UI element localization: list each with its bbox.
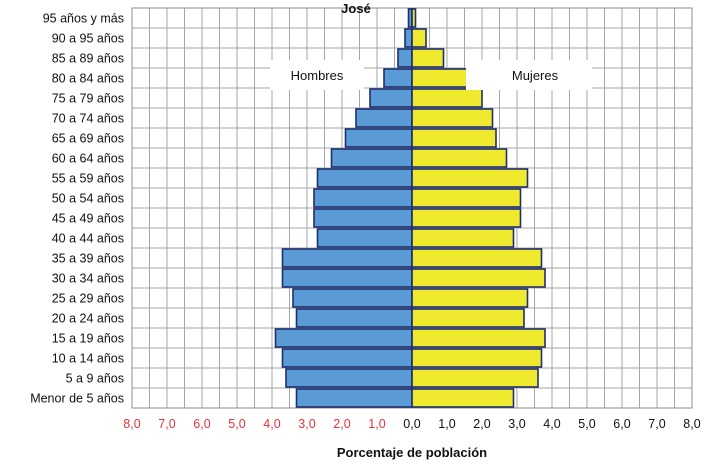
age-label-menor-de-5-anos: Menor de 5 años xyxy=(30,392,124,406)
bar-hombres-5-a-9-anos xyxy=(285,368,413,388)
x-tick-label: 7,0 xyxy=(648,417,665,431)
bar-hombres-50-a-54-anos xyxy=(313,188,413,208)
age-label-25-a-29-anos: 25 a 29 años xyxy=(52,292,124,306)
x-tick-label: 4,0 xyxy=(543,417,560,431)
bar-hombres-70-a-74-anos xyxy=(355,108,413,128)
age-label-5-a-9-anos: 5 a 9 años xyxy=(66,372,124,386)
bar-hombres-menor-de-5-anos xyxy=(295,388,413,408)
bar-mujeres-15-a-19-anos xyxy=(411,328,546,348)
bar-mujeres-45-a-49-anos xyxy=(411,208,522,228)
x-tick-label: 6,0 xyxy=(193,417,210,431)
x-tick-label: 7,0 xyxy=(158,417,175,431)
bar-mujeres-90-a-95-anos xyxy=(411,28,427,48)
x-tick-label: 5,0 xyxy=(578,417,595,431)
bar-mujeres-85-a-89-anos xyxy=(411,48,445,68)
bar-mujeres-35-a-39-anos xyxy=(411,248,543,268)
bar-hombres-15-a-19-anos xyxy=(274,328,413,348)
bar-mujeres-10-a-14-anos xyxy=(411,348,543,368)
bar-hombres-20-a-24-anos xyxy=(295,308,413,328)
x-tick-label: 1,0 xyxy=(438,417,455,431)
age-label-90-a-95-anos: 90 a 95 años xyxy=(52,32,124,46)
bars xyxy=(274,8,546,408)
age-label-65-a-69-anos: 65 a 69 años xyxy=(52,132,124,146)
bar-mujeres-60-a-64-anos xyxy=(411,148,508,168)
x-tick-label: 4,0 xyxy=(263,417,280,431)
bar-hombres-80-a-84-anos xyxy=(383,68,413,88)
bar-hombres-25-a-29-anos xyxy=(292,288,413,308)
bar-mujeres-menor-de-5-anos xyxy=(411,388,515,408)
age-label-45-a-49-anos: 45 a 49 años xyxy=(52,212,124,226)
legend-mujeres: Mujeres xyxy=(512,68,559,83)
x-tick-label: 8,0 xyxy=(683,417,700,431)
x-tick-label: 3,0 xyxy=(298,417,315,431)
x-tick-label: 0,0 xyxy=(403,417,420,431)
bar-mujeres-70-a-74-anos xyxy=(411,108,494,128)
bar-hombres-60-a-64-anos xyxy=(330,148,413,168)
bar-mujeres-20-a-24-anos xyxy=(411,308,525,328)
age-label-75-a-79-anos: 75 a 79 años xyxy=(52,92,124,106)
bar-hombres-35-a-39-anos xyxy=(281,248,413,268)
bar-hombres-75-a-79-anos xyxy=(369,88,413,108)
x-tick-labels: 8,0 7,0 6,0 5,0 4,0 3,0 2,0 1,0 0,0 1,0 2,0 3,0 4,0 5… xyxy=(123,417,700,431)
legend-hombres-box xyxy=(270,60,364,90)
bar-mujeres-40-a-44-anos xyxy=(411,228,515,248)
x-tick-label: 2,0 xyxy=(473,417,490,431)
bar-hombres-45-a-49-anos xyxy=(313,208,413,228)
bar-hombres-55-a-59-anos xyxy=(316,168,413,188)
bar-mujeres-75-a-79-anos xyxy=(411,88,483,108)
bar-mujeres-55-a-59-anos xyxy=(411,168,529,188)
bar-mujeres-30-a-34-anos xyxy=(411,268,546,288)
x-axis-title: Porcentaje de población xyxy=(337,445,487,460)
age-label-80-a-84-anos: 80 a 84 años xyxy=(52,72,124,86)
age-label-55-a-59-anos: 55 a 59 años xyxy=(52,172,124,186)
x-tick-label: 8,0 xyxy=(123,417,140,431)
age-label-50-a-54-anos: 50 a 54 años xyxy=(52,192,124,206)
bar-hombres-30-a-34-anos xyxy=(281,268,413,288)
bar-mujeres-25-a-29-anos xyxy=(411,288,529,308)
bar-hombres-85-a-89-anos xyxy=(397,48,413,68)
x-tick-label: 1,0 xyxy=(368,417,385,431)
age-label-35-a-39-anos: 35 a 39 años xyxy=(52,252,124,266)
x-tick-label: 5,0 xyxy=(228,417,245,431)
bar-mujeres-5-a-9-anos xyxy=(411,368,539,388)
age-label-95-anos-y-mas: 95 años y más xyxy=(43,12,124,26)
age-label-85-a-89-anos: 85 a 89 años xyxy=(52,52,124,66)
age-labels: Menor de 5 años 5 a 9 años 10 a 14 años 15 … xyxy=(30,12,124,406)
bar-hombres-10-a-14-anos xyxy=(281,348,413,368)
age-label-60-a-64-anos: 60 a 64 años xyxy=(52,152,124,166)
bar-mujeres-50-a-54-anos xyxy=(411,188,522,208)
x-tick-label: 2,0 xyxy=(333,417,350,431)
chart-title: José xyxy=(341,1,371,16)
bar-hombres-65-a-69-anos xyxy=(344,128,413,148)
age-label-10-a-14-anos: 10 a 14 años xyxy=(52,352,124,366)
bar-mujeres-80-a-84-anos xyxy=(411,68,469,88)
bar-hombres-40-a-44-anos xyxy=(316,228,413,248)
age-label-20-a-24-anos: 20 a 24 años xyxy=(52,312,124,326)
age-label-40-a-44-anos: 40 a 44 años xyxy=(52,232,124,246)
x-tick-label: 6,0 xyxy=(613,417,630,431)
age-label-15-a-19-anos: 15 a 19 años xyxy=(52,332,124,346)
age-label-70-a-74-anos: 70 a 74 años xyxy=(52,112,124,126)
age-label-30-a-34-anos: 30 a 34 años xyxy=(52,272,124,286)
x-tick-label: 3,0 xyxy=(508,417,525,431)
bar-hombres-90-a-95-anos xyxy=(404,28,413,48)
legend-hombres: Hombres xyxy=(291,68,344,83)
bar-mujeres-65-a-69-anos xyxy=(411,128,497,148)
legend-mujeres-box xyxy=(466,60,592,90)
